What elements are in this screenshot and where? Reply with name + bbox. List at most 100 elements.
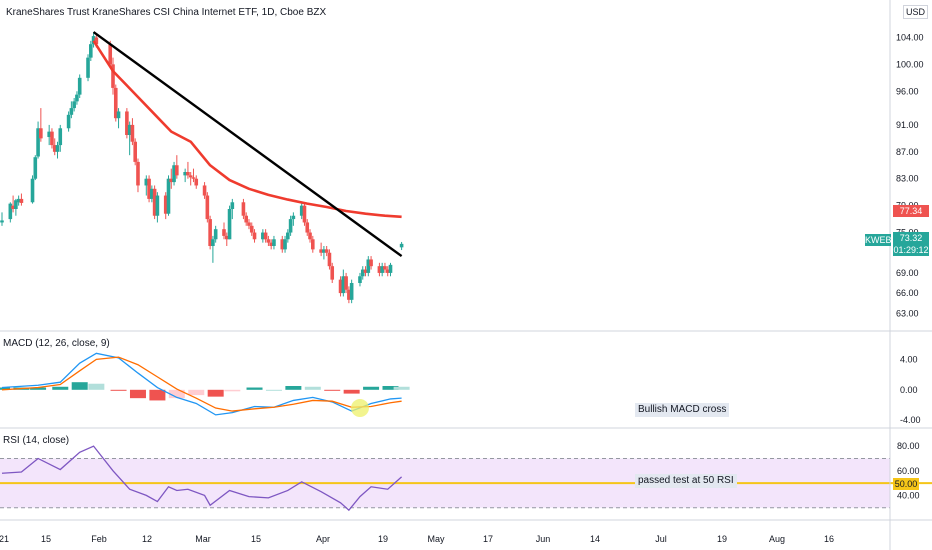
candle-body (58, 128, 63, 146)
candle-body (283, 239, 287, 250)
rsi-annotation: passed test at 50 RSI (635, 474, 737, 488)
candle-body (224, 235, 229, 240)
candle-body (19, 198, 24, 203)
candle-body (147, 178, 151, 199)
macd-pane[interactable]: 4.00 0.00 -4.00 (0, 352, 921, 425)
candle-body (111, 64, 115, 88)
candle-body (116, 111, 121, 119)
candle-body (94, 37, 99, 45)
candle-body (330, 266, 335, 280)
macd-histogram-bar (110, 389, 127, 391)
time-tick-label: 12 (142, 534, 152, 544)
price-tick-label: 104.00 (896, 32, 924, 42)
candle-body (308, 232, 312, 240)
candle-body (155, 195, 160, 216)
time-axis[interactable]: 21 15 Feb 12 Mar 15 Apr 19 May 17 Jun 14 Jul 19 Aug 16 (0, 534, 834, 544)
candle-body (125, 111, 129, 135)
candle-body (249, 225, 254, 233)
rsi-tick-label: 40.00 (897, 490, 920, 500)
rsi-line (1, 445, 403, 512)
macd-histogram-bar (363, 386, 380, 390)
macd-histogram-bar (324, 389, 341, 391)
macd-histogram-bar (52, 386, 69, 390)
candle-body (269, 242, 273, 246)
macd-histogram-bar (285, 386, 302, 390)
time-tick-label: Feb (91, 534, 107, 544)
candle-body (261, 232, 265, 240)
candle-body (133, 141, 137, 162)
macd-line (1, 352, 402, 416)
candle-body (52, 145, 57, 152)
currency-label[interactable]: USD (903, 5, 929, 19)
price-tick-label: 66.00 (896, 288, 919, 298)
candle-body (30, 178, 35, 203)
candle-body (211, 239, 215, 246)
time-tick-label: Apr (316, 534, 330, 544)
macd-histogram-bar (129, 389, 146, 399)
candle-body (130, 124, 135, 142)
price-tick-label: 63.00 (896, 308, 919, 318)
price-pane[interactable]: 104.00100.0096.0091.0087.0083.0079.0075.… (0, 31, 924, 318)
candle-body (8, 203, 13, 220)
macd-histogram-bar (71, 382, 88, 390)
moving-average-line (92, 40, 402, 219)
candle-body (380, 266, 384, 273)
chart-title: KraneShares Trust KraneShares CSI China … (6, 7, 326, 18)
candle-body (360, 269, 365, 277)
candle-body (186, 172, 190, 176)
macd-histogram-bar (304, 386, 321, 390)
time-tick-label: 17 (483, 534, 493, 544)
candle-body (14, 200, 18, 209)
candle-body (194, 178, 199, 186)
candle-body (77, 77, 82, 95)
macd-annotation: Bullish MACD cross (635, 403, 730, 417)
candle-body (172, 165, 176, 183)
candle-body (33, 157, 38, 179)
candle-body (144, 178, 149, 186)
rsi-tick-label: 80.00 (897, 441, 920, 451)
candle-body (302, 205, 307, 223)
candle-body (16, 198, 21, 203)
candle-body (280, 239, 285, 250)
candle-body (163, 195, 168, 214)
time-tick-label: 21 (0, 534, 9, 544)
macd-histogram-bar (88, 383, 105, 390)
macd-tick-label: -4.00 (900, 415, 921, 425)
candle-body (150, 188, 154, 199)
last-price: 73.32 (899, 233, 923, 243)
macd-histogram-bar (382, 386, 399, 390)
candle-body (75, 94, 79, 102)
candle-body (89, 44, 93, 58)
candle-body (369, 259, 373, 267)
price-tick-label: 83.00 (896, 174, 919, 184)
candle-body (388, 264, 393, 273)
candle-body (322, 249, 326, 253)
candle-body (227, 209, 232, 240)
macd-title: MACD (12, 26, close, 9) (3, 338, 110, 349)
ticker-badge[interactable]: KWEB (865, 234, 892, 246)
macd-histogram-bar (393, 386, 410, 390)
rsi-level-badge: 50.00 (893, 478, 919, 490)
candle-body (208, 219, 212, 246)
last-price-badge: 73.32 01:29:12 (893, 232, 929, 256)
macd-tick-label: 0.00 (900, 385, 918, 395)
macd-histogram-bar (343, 389, 360, 394)
price-tick-label: 91.00 (896, 120, 919, 130)
candle-body (305, 222, 310, 233)
macd-histogram-bar (0, 387, 10, 390)
trendline (92, 31, 403, 258)
candle-body (69, 108, 74, 115)
time-tick-label: Aug (769, 534, 785, 544)
candle-body (299, 205, 304, 216)
candle-body (327, 252, 332, 267)
candle-body (266, 239, 271, 243)
candle-body (47, 131, 51, 138)
candle-body (286, 232, 290, 240)
candle-body (366, 259, 371, 273)
candle-body (363, 269, 368, 273)
macd-histogram-bar (246, 387, 263, 390)
rsi-pane[interactable]: 80.00 60.00 40.00 (0, 441, 932, 512)
macd-histogram-bar (207, 389, 224, 397)
macd-histogram-bar (224, 389, 241, 392)
